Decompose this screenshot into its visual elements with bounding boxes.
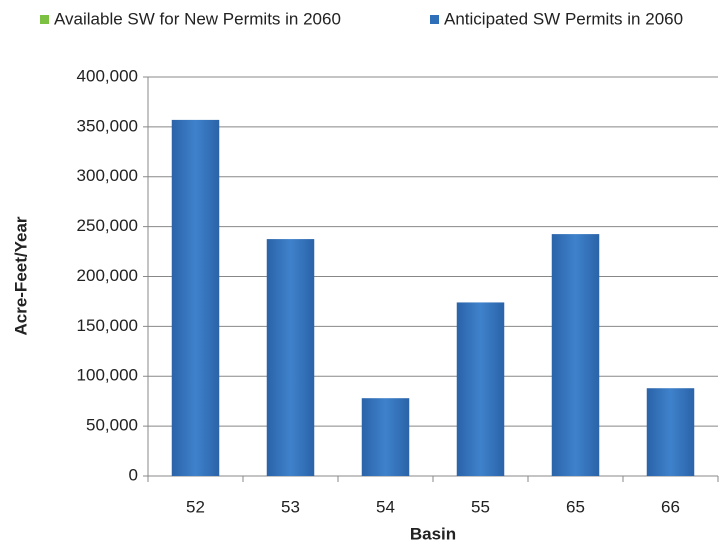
y-tick-label: 400,000 xyxy=(77,66,138,85)
y-tick-label: 350,000 xyxy=(77,116,138,135)
bar xyxy=(456,302,505,476)
y-tick-label: 50,000 xyxy=(86,416,138,435)
x-axis-label: Basin xyxy=(410,524,456,543)
y-axis-label: Acre-Feet/Year xyxy=(11,216,30,335)
bar xyxy=(551,234,600,476)
legend-label: Available SW for New Permits in 2060 xyxy=(54,9,341,28)
y-tick-label: 250,000 xyxy=(77,216,138,235)
y-tick-label: 150,000 xyxy=(77,316,138,335)
x-tick-label: 53 xyxy=(281,497,300,516)
bar xyxy=(171,119,220,476)
x-tick-label: 66 xyxy=(661,497,680,516)
bar xyxy=(646,388,695,476)
y-tick-label: 300,000 xyxy=(77,166,138,185)
y-tick-label: 200,000 xyxy=(77,266,138,285)
legend-label: Anticipated SW Permits in 2060 xyxy=(444,9,683,28)
legend-swatch xyxy=(430,15,439,24)
x-tick-label: 55 xyxy=(471,497,490,516)
y-tick-label: 0 xyxy=(129,465,138,484)
x-tick-label: 54 xyxy=(376,497,395,516)
bar xyxy=(361,398,410,476)
x-tick-label: 65 xyxy=(566,497,585,516)
bar xyxy=(266,239,315,476)
legend-swatch xyxy=(40,15,49,24)
y-tick-label: 100,000 xyxy=(77,366,138,385)
x-tick-label: 52 xyxy=(186,497,205,516)
